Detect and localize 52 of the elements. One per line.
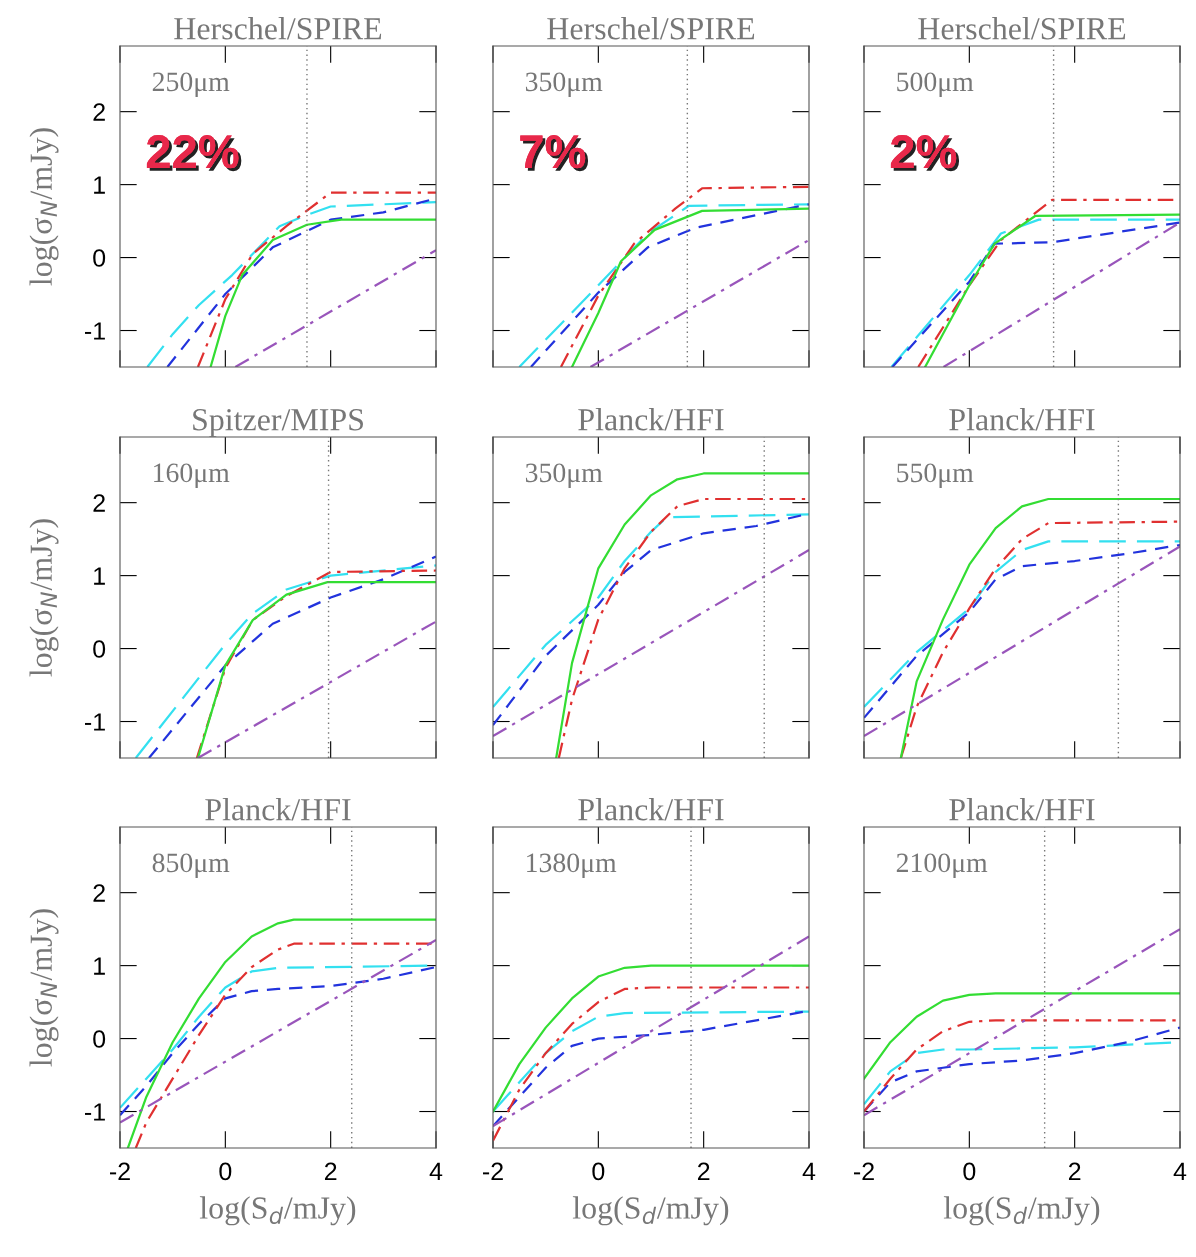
chart-title: Planck/HFI bbox=[578, 798, 724, 821]
y-axis-title: log(σ$_{N}$/mJy) bbox=[29, 519, 59, 677]
y-tick-label: 2 bbox=[93, 494, 105, 512]
chart-title: Herschel/SPIRE bbox=[918, 17, 1126, 40]
y-tick-label: 1 bbox=[94, 176, 105, 194]
y-tick-label: 2 bbox=[93, 884, 105, 902]
y-tick-label: 2 bbox=[93, 103, 105, 121]
y-tick-label: 0 bbox=[93, 640, 106, 658]
x-tick-label: 2 bbox=[324, 1162, 337, 1181]
y-tick-label: -1 bbox=[84, 1103, 105, 1121]
y-tick-label: -1 bbox=[84, 322, 105, 340]
annotation: 160μm bbox=[154, 463, 230, 488]
chart-title: Herschel/SPIRE bbox=[547, 17, 755, 40]
annotation: 550μm bbox=[897, 463, 974, 488]
x-tick-label: 2 bbox=[697, 1162, 710, 1181]
x-tick-label: 4 bbox=[1173, 1162, 1187, 1181]
annotation: 22% bbox=[146, 135, 242, 172]
annotation: 850μm bbox=[152, 853, 230, 878]
annotation: 500μm bbox=[897, 72, 974, 97]
chart-title: Herschel/SPIRE bbox=[174, 17, 382, 40]
x-tick-label: 0 bbox=[592, 1162, 605, 1181]
x-tick-label: -2 bbox=[110, 1162, 130, 1181]
chart-title: Planck/HFI bbox=[949, 408, 1095, 431]
x-axis-title: log(S$_{d}$/mJy) bbox=[199, 1196, 356, 1226]
x-tick-label: -2 bbox=[483, 1162, 503, 1181]
y-tick-label: 1 bbox=[94, 567, 105, 585]
annotation: 1380μm bbox=[527, 853, 617, 878]
y-tick-label: 0 bbox=[93, 249, 106, 267]
chart-title: Spitzer/MIPS bbox=[193, 409, 363, 437]
x-tick-label: 4 bbox=[429, 1162, 443, 1181]
chart-title: Planck/HFI bbox=[578, 408, 724, 431]
y-tick-label: 0 bbox=[93, 1030, 106, 1048]
chart-title: Planck/HFI bbox=[205, 798, 351, 821]
y-tick-label: -1 bbox=[84, 713, 105, 731]
x-axis-title: log(S$_{d}$/mJy) bbox=[572, 1196, 729, 1226]
annotation: 2100μm bbox=[896, 853, 988, 878]
y-tick-label: 1 bbox=[94, 957, 105, 975]
annotation: 350μm bbox=[525, 72, 603, 97]
annotation: 350μm bbox=[525, 463, 603, 488]
annotation: 250μm bbox=[152, 72, 230, 97]
x-axis-title: log(S$_{d}$/mJy) bbox=[943, 1196, 1100, 1226]
x-tick-label: 2 bbox=[1068, 1162, 1081, 1181]
x-tick-label: 0 bbox=[219, 1162, 232, 1181]
x-tick-label: 4 bbox=[802, 1162, 816, 1181]
y-axis-title: log(σ$_{N}$/mJy) bbox=[29, 909, 59, 1067]
line-series bbox=[209, 218, 436, 367]
chart-title: Planck/HFI bbox=[949, 798, 1095, 821]
annotation: 2% bbox=[890, 135, 960, 172]
y-axis-title: log(σ$_{N}$/mJy) bbox=[29, 128, 59, 286]
annotation: 7% bbox=[520, 135, 589, 172]
x-tick-label: -2 bbox=[854, 1162, 874, 1181]
x-tick-label: 0 bbox=[963, 1162, 976, 1181]
